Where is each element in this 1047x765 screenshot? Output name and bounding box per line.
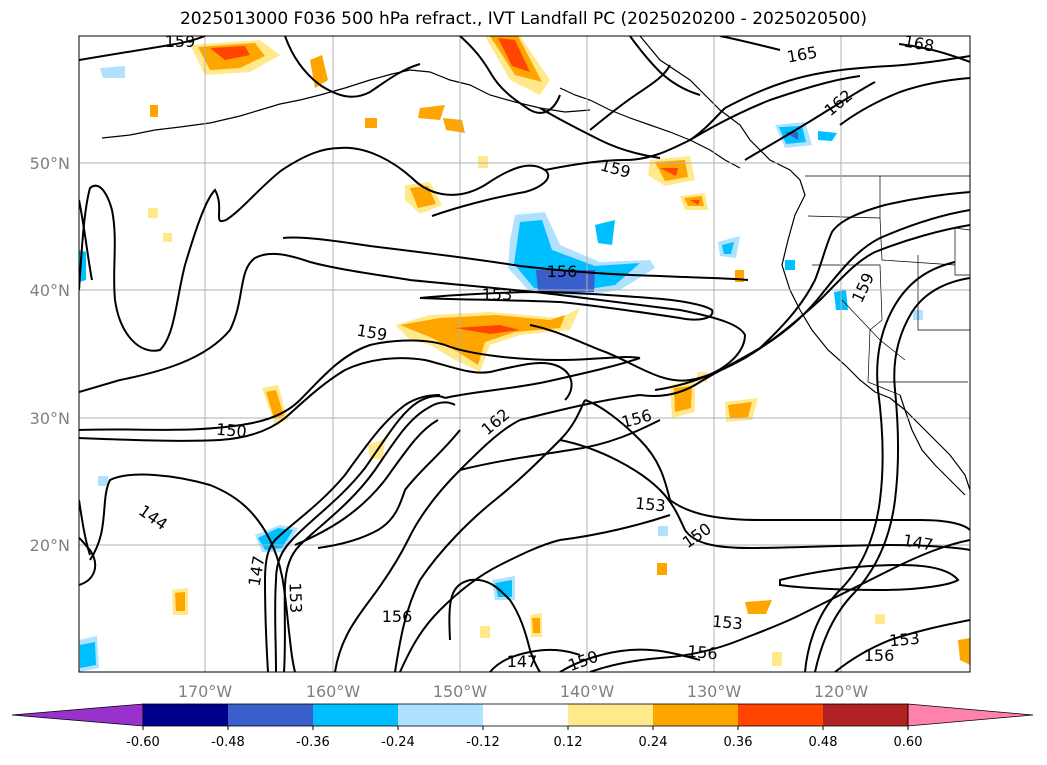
- contour-label: 168: [902, 32, 935, 56]
- colorbar-outline: [142, 703, 909, 727]
- lat-label: 40°N: [30, 281, 70, 300]
- colorbar-tick-label: -0.60: [126, 735, 160, 750]
- contour-label: 153: [285, 582, 305, 613]
- contour-label: 150: [215, 420, 247, 442]
- contour-label: 156: [547, 262, 578, 281]
- colorbar-tick-label: 0.12: [554, 735, 583, 750]
- contour-label: 147: [507, 652, 538, 671]
- colorbar-tick-label: 0.60: [894, 735, 923, 750]
- colorbar-extend-high: [907, 703, 1034, 727]
- colorbar-tick-label: 0.24: [639, 735, 668, 750]
- colorbar-tick-label: -0.36: [296, 735, 330, 750]
- contour-label: 153: [634, 494, 666, 516]
- gridlines: [79, 36, 970, 672]
- lon-label: 170°W: [178, 682, 233, 701]
- map-panel: [79, 36, 970, 672]
- lon-label: 130°W: [687, 682, 742, 701]
- map-title: 2025013000 F036 500 hPa refract., IVT La…: [179, 9, 867, 29]
- lat-label: 30°N: [30, 409, 70, 428]
- colorbar-cell: [568, 704, 653, 726]
- lat-label: 50°N: [30, 154, 70, 173]
- contour-label: 159: [165, 32, 196, 51]
- colorbar-cell: [313, 704, 398, 726]
- lon-label: 120°W: [814, 682, 869, 701]
- colorbar-cell: [228, 704, 313, 726]
- colorbar-cell: [823, 704, 908, 726]
- lon-label: 160°W: [306, 682, 361, 701]
- map-border: [78, 35, 971, 673]
- longitude-labels: 170°W 160°W 150°W 140°W 130°W 120°W: [178, 682, 869, 701]
- contour-label: 153: [482, 285, 513, 304]
- colorbar-cell: [653, 704, 738, 726]
- contour-label: 156: [686, 642, 718, 664]
- contour-label: 153: [711, 612, 743, 634]
- contour-label: 153: [888, 629, 920, 651]
- lon-label: 140°W: [560, 682, 615, 701]
- latitude-labels: 50°N 40°N 30°N 20°N: [30, 154, 70, 555]
- lon-label: 150°W: [433, 682, 488, 701]
- colorbar-cell: [738, 704, 823, 726]
- colorbar-cell: [483, 704, 568, 726]
- colorbar-tick-label: -0.24: [381, 735, 415, 750]
- colorbar-extend-low: [11, 703, 144, 727]
- contour-label: 156: [864, 646, 895, 665]
- colorbar-tick-label: -0.48: [211, 735, 245, 750]
- contour-label: 156: [382, 607, 413, 626]
- shaded-anomaly-patches: [79, 36, 970, 672]
- lat-label: 20°N: [30, 536, 70, 555]
- colorbar-tick-label: 0.48: [809, 735, 838, 750]
- contour-lines: [79, 36, 970, 672]
- colorbar-cell: [143, 704, 228, 726]
- colorbar-tick-label: -0.12: [466, 735, 500, 750]
- colorbar: -0.60 -0.48 -0.36 -0.24 -0.12 0.12 0.24 0.36 0.4…: [11, 703, 1034, 750]
- colorbar-tick-label: 0.36: [724, 735, 753, 750]
- colorbar-cell: [398, 704, 483, 726]
